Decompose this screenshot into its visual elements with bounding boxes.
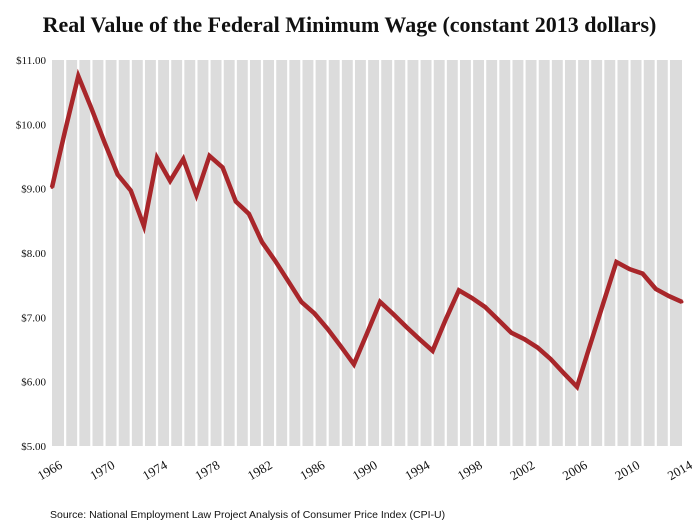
- data-point: [103, 140, 106, 144]
- x-tick-label: 2006: [560, 457, 590, 483]
- chart-title: Real Value of the Federal Minimum Wage (…: [42, 12, 657, 37]
- data-point: [129, 189, 133, 193]
- data-point: [667, 294, 671, 298]
- x-tick-label: 1966: [35, 457, 65, 483]
- data-point: [76, 74, 80, 78]
- data-point: [378, 300, 382, 304]
- x-tick-label: 2002: [507, 457, 537, 483]
- data-point: [155, 156, 159, 160]
- y-tick-label: $8.00: [21, 248, 46, 260]
- data-point: [326, 327, 330, 331]
- data-point: [168, 179, 172, 183]
- data-point: [523, 337, 526, 341]
- data-point: [63, 129, 67, 133]
- data-point: [247, 212, 251, 216]
- data-point: [181, 157, 185, 161]
- data-point: [536, 346, 540, 350]
- data-point: [339, 344, 343, 348]
- data-point: [549, 357, 553, 361]
- x-tick-label: 2014: [665, 457, 695, 483]
- y-tick-label: $6.00: [21, 377, 46, 389]
- y-tick-label: $9.00: [21, 184, 46, 196]
- data-point: [365, 331, 369, 335]
- data-point: [509, 331, 513, 335]
- data-point: [483, 305, 487, 309]
- data-point: [628, 267, 631, 271]
- y-tick-label: $11.00: [16, 55, 46, 67]
- data-point: [142, 224, 146, 228]
- data-point: [89, 106, 93, 110]
- data-point: [194, 193, 198, 197]
- data-point: [496, 318, 500, 322]
- y-tick-label: $7.00: [21, 312, 46, 324]
- data-point: [313, 311, 316, 315]
- data-point: [654, 287, 658, 291]
- y-axis-tick-labels: $5.00 $6.00 $7.00 $8.00 $9.00 $10.00 $11.00: [16, 55, 47, 453]
- gridlines: [64, 60, 670, 446]
- x-tick-label: 1974: [140, 457, 170, 483]
- data-point: [234, 200, 238, 204]
- data-point: [588, 343, 592, 347]
- source-note: Source: National Employment Law Project …: [50, 509, 446, 521]
- data-point: [299, 300, 303, 304]
- data-point: [116, 173, 120, 177]
- data-point: [562, 371, 566, 375]
- data-point: [457, 288, 461, 292]
- data-point: [431, 349, 435, 353]
- x-tick-label: 2010: [612, 457, 642, 483]
- data-point: [208, 154, 211, 158]
- data-point: [50, 185, 54, 189]
- x-tick-label: 1990: [350, 457, 380, 483]
- data-point: [641, 272, 645, 276]
- data-point: [601, 301, 605, 305]
- data-point: [470, 296, 474, 300]
- x-tick-label: 1970: [87, 457, 117, 483]
- data-point: [260, 240, 264, 244]
- data-point: [221, 165, 225, 169]
- data-point: [273, 259, 277, 263]
- series-layer: [49, 68, 684, 392]
- y-tick-label: $10.00: [16, 119, 47, 131]
- data-point: [680, 300, 684, 304]
- x-tick-label: 1998: [455, 457, 485, 483]
- data-point: [286, 279, 290, 283]
- x-tick-label: 1982: [245, 457, 275, 483]
- data-point: [614, 260, 618, 264]
- data-point: [444, 317, 448, 321]
- data-point: [575, 385, 579, 389]
- y-tick-label: $5.00: [21, 441, 46, 453]
- x-tick-label: 1986: [297, 457, 327, 483]
- data-point: [404, 325, 408, 329]
- x-axis-tick-labels: 1966 1970 1974 1978 1982 1986 1990 1994 1998 2002…: [35, 457, 695, 483]
- data-point: [391, 312, 395, 316]
- x-tick-label: 1978: [192, 457, 222, 483]
- x-tick-label: 1994: [402, 457, 432, 483]
- data-point: [352, 362, 356, 366]
- data-point: [418, 337, 421, 341]
